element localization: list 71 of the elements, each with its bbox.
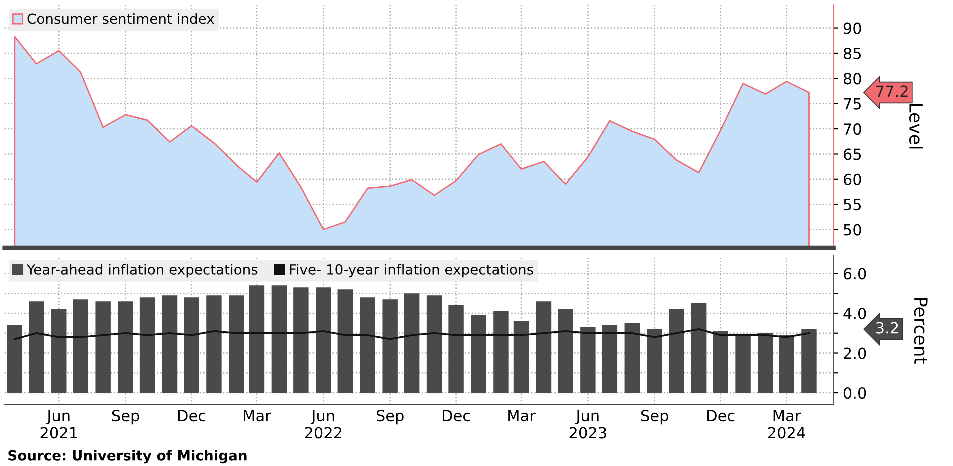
text: 77.2: [876, 86, 908, 97]
bar: [494, 312, 509, 394]
x-tick-label: Jun 2023: [570, 410, 606, 439]
y-tick-label: 80: [844, 73, 862, 85]
bar: [691, 304, 707, 394]
bar: [206, 296, 222, 394]
x-tick-label: Jun 2021: [40, 410, 78, 439]
bar: [802, 329, 817, 394]
legend-label: Consumer sentiment index: [28, 13, 214, 24]
legend-label: Five- 10-year inflation expectations: [290, 264, 534, 278]
y-tick-label: 85: [844, 48, 862, 60]
bar: [360, 298, 376, 394]
bar: [73, 300, 88, 394]
bar: [647, 329, 662, 394]
legend-label: Year-ahead inflation expectations: [26, 264, 258, 278]
bar: [162, 296, 178, 394]
bar: [338, 290, 354, 394]
bar: [140, 298, 156, 394]
y-axis-title: Level: [909, 104, 924, 149]
bar: [96, 302, 111, 394]
bar: [471, 315, 486, 394]
bar: [294, 288, 309, 394]
bar: [229, 296, 244, 394]
x-tick-label: Dec: [178, 410, 206, 422]
y-tick-label: 90: [844, 22, 862, 34]
bar: [404, 294, 420, 394]
bar: [249, 286, 265, 394]
bar: [316, 288, 332, 394]
bar: [624, 323, 640, 394]
bar: [52, 310, 67, 394]
bar: [514, 321, 530, 394]
x-tick-label: Jun 2022: [305, 410, 342, 439]
y-tick-label: 70: [844, 124, 862, 136]
x-tick-label: Sep: [112, 410, 140, 425]
bar: [7, 325, 23, 394]
y-tick-label: 4.0: [844, 308, 866, 320]
bar: [29, 302, 44, 394]
bar: [558, 310, 574, 394]
bar: [668, 310, 684, 394]
line-series: [14, 328, 810, 340]
y-tick-label: 75: [844, 98, 862, 110]
y-tick-label: 65: [844, 148, 862, 160]
x-tick-label: Dec: [708, 410, 735, 422]
y-axis-title: Percent: [914, 298, 928, 364]
x-tick-label: Sep: [641, 410, 668, 425]
bar: [184, 298, 200, 394]
y-tick-label: 55: [844, 199, 862, 211]
bar: [779, 335, 794, 394]
bar: [536, 302, 552, 394]
bar: [272, 286, 288, 394]
text: 3.2: [876, 322, 898, 334]
x-tick-label: Dec: [443, 410, 470, 422]
bar: [713, 331, 728, 394]
bar: [382, 300, 398, 394]
bar: [580, 327, 596, 394]
x-tick-label: Mar 2024: [768, 410, 806, 439]
source-note: Source: University of Michigan: [8, 450, 247, 464]
bar: [602, 325, 618, 394]
y-tick-label: 0.0: [844, 387, 866, 400]
x-tick-label: Sep: [376, 410, 404, 425]
bar: [736, 335, 751, 394]
bar: [758, 333, 774, 394]
x-tick-label: Mar: [508, 410, 536, 422]
y-tick-label: 2.0: [844, 348, 866, 360]
y-tick-label: 60: [844, 174, 862, 186]
bar: [448, 306, 464, 394]
bar: [426, 296, 442, 394]
bar: [118, 302, 134, 394]
x-tick-label: Mar: [244, 410, 272, 422]
y-tick-label: 50: [844, 224, 862, 236]
y-tick-label: 6.0: [844, 268, 866, 280]
